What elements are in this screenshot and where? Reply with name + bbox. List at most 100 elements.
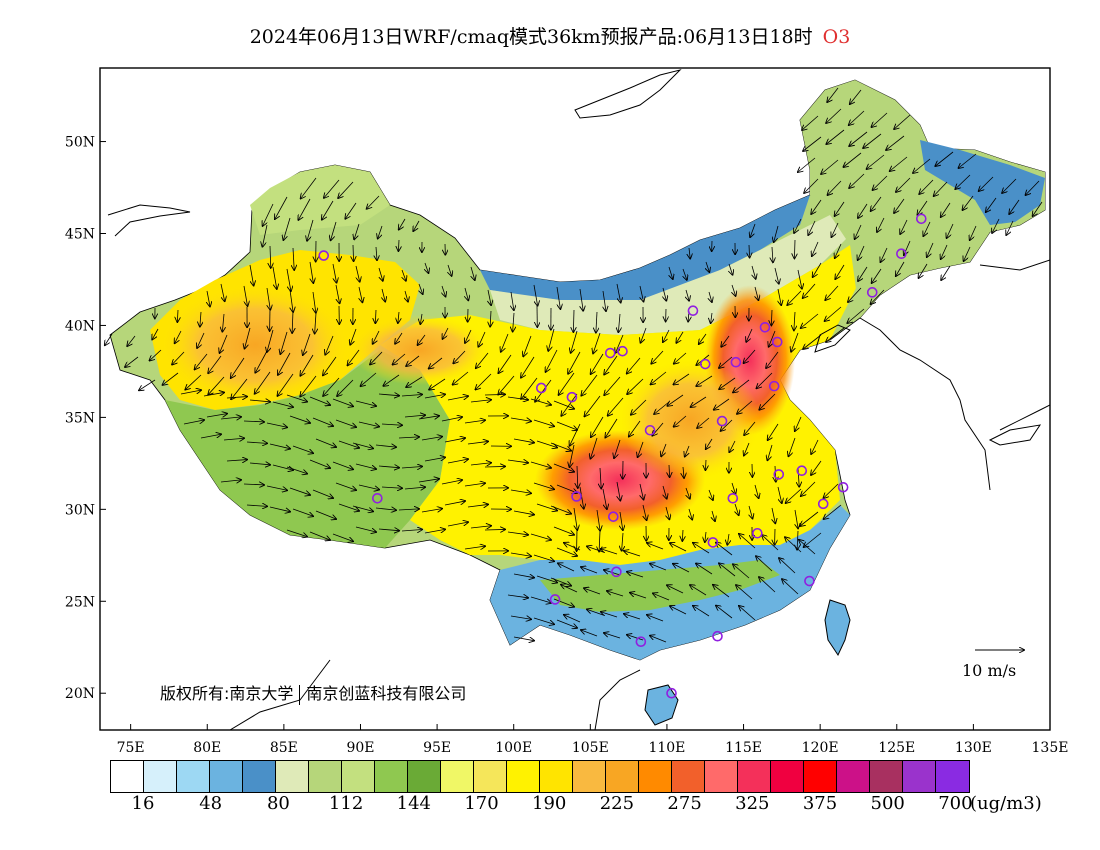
axis-tick-labels: 75E 80E 85E 90E 95E 100E 105E 110E 115E 120E 125E 1… bbox=[65, 135, 1069, 756]
wind-arrow bbox=[772, 507, 775, 523]
wind-arrow bbox=[323, 377, 340, 396]
wind-arrow bbox=[418, 416, 439, 419]
wind-arrow bbox=[332, 533, 353, 541]
wind-arrow bbox=[624, 614, 641, 620]
wind-arrow bbox=[674, 352, 687, 364]
wind-arrow bbox=[207, 290, 210, 306]
wind-arrow bbox=[355, 463, 376, 469]
wind-arrow bbox=[331, 221, 337, 240]
wind-arrow bbox=[601, 549, 618, 555]
zone-north-china-lightgreen bbox=[490, 215, 850, 335]
wind-arrow bbox=[650, 564, 667, 571]
zone-qinghai-orange bbox=[350, 315, 490, 385]
wind-arrow bbox=[858, 266, 868, 281]
wind-arrow bbox=[398, 311, 399, 323]
station-marker bbox=[318, 250, 330, 261]
wind-arrow bbox=[617, 481, 620, 500]
wind-arrow bbox=[335, 284, 340, 303]
colorbar-label: 80 bbox=[266, 793, 290, 814]
wind-arrow bbox=[697, 417, 710, 428]
colorbar-label: 112 bbox=[328, 793, 364, 814]
wind-arrow bbox=[556, 619, 577, 628]
colorbar-swatch bbox=[804, 761, 837, 792]
wind-arrow bbox=[616, 334, 624, 353]
wind-arrow bbox=[601, 612, 618, 618]
wind-arrow bbox=[419, 283, 423, 294]
wind-arrow bbox=[1002, 178, 1017, 193]
station-marker bbox=[566, 391, 578, 403]
wind-arrow bbox=[962, 195, 974, 210]
lon-tick-label: 85E bbox=[270, 740, 298, 756]
wind-arrow bbox=[801, 481, 816, 496]
wind-arrow bbox=[533, 554, 554, 561]
wind-arrow bbox=[382, 288, 385, 301]
wind-arrow bbox=[650, 636, 667, 643]
colorbar-swatch bbox=[606, 761, 639, 792]
colorbar-swatch bbox=[177, 761, 210, 792]
wind-arrow bbox=[683, 466, 684, 478]
wind-arrow bbox=[759, 577, 776, 593]
wind-arrow bbox=[894, 198, 905, 213]
wind-arrow bbox=[283, 217, 291, 240]
wind-arrow bbox=[709, 291, 712, 302]
wind-arrow bbox=[581, 374, 598, 396]
wind-arrow bbox=[275, 196, 288, 219]
wind-arrow bbox=[721, 335, 730, 347]
wind-arrow bbox=[828, 180, 842, 195]
wind-arrow bbox=[359, 286, 362, 302]
title-text: 2024年06月13日WRF/cmaq模式36km预报产品:06月13日18时 bbox=[249, 26, 813, 48]
wind-arrow bbox=[573, 309, 574, 332]
wind-arrow bbox=[627, 635, 644, 641]
wind-arrow bbox=[556, 421, 577, 430]
wind-arrow bbox=[855, 224, 862, 239]
colorbar-label: 144 bbox=[396, 793, 431, 814]
wind-arrow bbox=[923, 221, 931, 236]
wind-arrow bbox=[180, 390, 201, 395]
wind-arrow bbox=[719, 377, 736, 389]
wind-arrow bbox=[470, 400, 491, 402]
wind-arrow bbox=[769, 330, 776, 347]
wind-arrow bbox=[272, 401, 293, 407]
station-marker bbox=[759, 321, 771, 333]
wind-arrow bbox=[553, 400, 574, 409]
wind-arrow bbox=[442, 285, 446, 296]
wind-arrow bbox=[795, 416, 802, 431]
wind-arrow bbox=[719, 563, 736, 577]
wind-arrow bbox=[464, 420, 485, 423]
wind-arrow bbox=[378, 529, 399, 531]
wind-arrow bbox=[778, 288, 781, 305]
wind-arrow bbox=[443, 327, 449, 339]
wind-arrow bbox=[300, 354, 314, 376]
wind-arrow bbox=[794, 239, 795, 258]
wind-arrow bbox=[638, 441, 644, 457]
wind-arrow bbox=[421, 437, 442, 441]
wind-arrow bbox=[690, 585, 707, 596]
wind-arrow bbox=[556, 484, 577, 493]
wind-arrow bbox=[404, 415, 425, 417]
lon-tick-label: 95E bbox=[423, 740, 451, 756]
wind-arrow bbox=[867, 154, 885, 169]
wind-arrow bbox=[849, 173, 865, 188]
wind-arrow bbox=[301, 177, 317, 198]
lat-tick-label: 35N bbox=[65, 410, 95, 426]
wind-arrow bbox=[471, 266, 475, 280]
wind-arrow bbox=[927, 242, 934, 257]
wind-arrow bbox=[600, 467, 601, 488]
wind-arrow bbox=[338, 181, 354, 198]
wind-arrow bbox=[315, 438, 336, 447]
lat-tick-label: 25N bbox=[65, 594, 95, 610]
wind-arrow bbox=[277, 373, 294, 396]
wind-arrow bbox=[325, 335, 334, 355]
wind-arrow bbox=[849, 131, 868, 146]
wind-arrow bbox=[223, 438, 244, 440]
wind-arrow bbox=[501, 333, 509, 352]
wind-arrow bbox=[266, 485, 287, 490]
wind-arrow bbox=[203, 392, 224, 397]
wind-arrow bbox=[266, 422, 287, 427]
wind-arrow bbox=[353, 244, 354, 261]
wind-arrow bbox=[375, 445, 396, 447]
station-marker bbox=[617, 345, 628, 357]
wind-arrow bbox=[510, 490, 531, 493]
wind-arrow bbox=[286, 466, 307, 474]
